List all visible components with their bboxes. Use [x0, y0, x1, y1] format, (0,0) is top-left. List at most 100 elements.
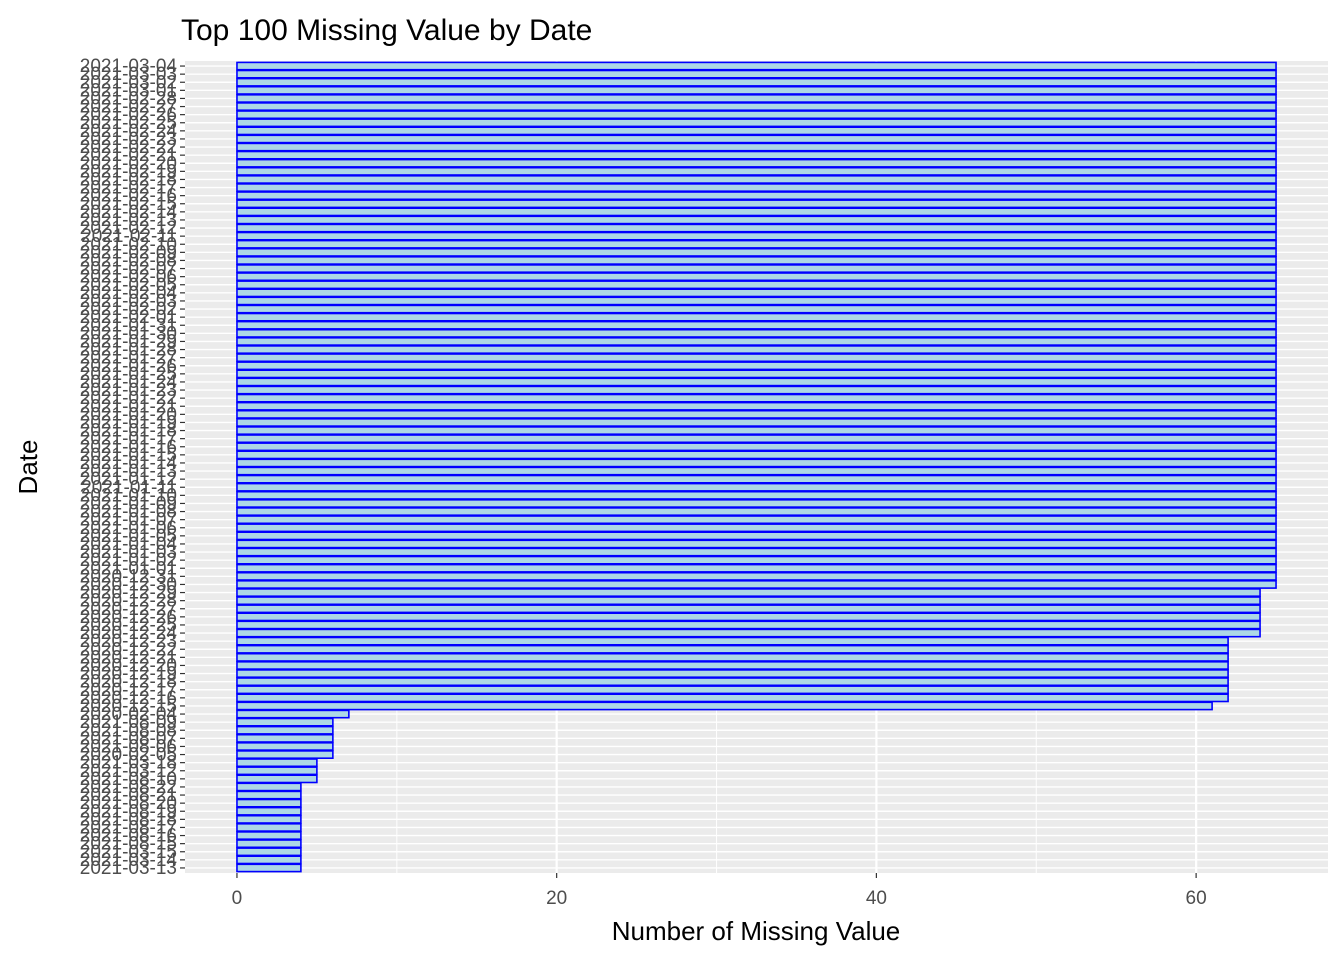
bar: [236, 385, 1277, 395]
bar: [236, 191, 1277, 201]
bar: [236, 85, 1277, 95]
bar: [236, 369, 1277, 379]
y-tick-label: 2021-01-03: [80, 542, 177, 563]
bar: [236, 353, 1277, 363]
bar: [236, 798, 302, 808]
y-tick-label: 2021-02-01: [80, 307, 177, 328]
bar: [236, 515, 1277, 525]
bar: [236, 256, 1277, 265]
y-tick-label: 2021-03-12: [80, 761, 177, 782]
bar: [236, 571, 1277, 581]
y-tick-label: 2020-12-16: [80, 688, 177, 709]
y-tick-label: 2021-01-30: [80, 323, 177, 344]
y-tick-label: 2021-01-25: [80, 364, 177, 385]
y-tick-label: 2020-12-27: [80, 599, 177, 620]
y-tick-label: 2021-01-06: [80, 518, 177, 539]
bar: [236, 94, 1277, 103]
y-tick-label: 2021-01-04: [80, 534, 178, 555]
y-tick-label: 2020-12-15: [80, 696, 177, 717]
bar: [236, 604, 1261, 614]
bar: [236, 742, 334, 751]
y-tick-label: 2021-01-17: [80, 429, 177, 450]
y-tick-label: 2021-02-14: [80, 202, 178, 223]
y-tick-label: 2021-02-06: [80, 267, 177, 288]
bar: [236, 223, 1277, 233]
bar: [236, 361, 1277, 371]
bar: [236, 620, 1261, 630]
y-tick-label: 2020-12-31: [80, 566, 177, 587]
y-tick-label: 2021-02-18: [80, 169, 177, 190]
y-tick-label: 2021-01-13: [80, 461, 177, 482]
y-tick-label: 2021-03-14: [80, 850, 178, 871]
y-tick-label: 2021-02-12: [80, 218, 177, 239]
chart-title: Top 100 Missing Value by Date: [181, 14, 592, 47]
y-tick-label: 2020-12-26: [80, 607, 177, 628]
y-tick-label: 2020-12-25: [80, 615, 177, 636]
bar: [236, 814, 302, 824]
y-tick-label: 2021-02-07: [80, 259, 177, 280]
bar: [236, 150, 1277, 160]
bar: [236, 215, 1277, 225]
bar: [236, 701, 1213, 711]
y-tick-label: 2021-01-07: [80, 510, 177, 531]
bar: [236, 580, 1277, 589]
bar: [236, 312, 1277, 322]
bar: [236, 790, 302, 800]
y-tick-label: 2021-03-03: [80, 64, 177, 85]
y-tick-label: 2021-08-07: [80, 728, 177, 749]
y-tick-label: 2021-01-10: [80, 485, 177, 506]
y-tick-label: 2021-02-11: [81, 226, 177, 247]
y-tick-label: 2021-01-02: [80, 550, 177, 571]
bar: [236, 490, 1277, 500]
y-tick-label: 2020-12-18: [80, 672, 177, 693]
bar: [236, 847, 302, 857]
y-tick-label: 2020-12-22: [80, 639, 177, 660]
bar: [236, 685, 1229, 695]
y-tick-label: 2021-01-18: [80, 421, 177, 442]
bar: [236, 296, 1277, 306]
y-tick-label: 2021-02-10: [80, 234, 177, 255]
bar: [236, 134, 1277, 144]
y-tick-label: 2021-01-31: [80, 315, 177, 336]
bar: [236, 717, 334, 727]
bar: [236, 102, 1277, 111]
bar: [236, 458, 1277, 468]
bar: [236, 264, 1277, 273]
bar: [236, 750, 334, 759]
y-tick-label: 2021-02-27: [80, 97, 177, 118]
bar: [236, 426, 1277, 435]
bar: [236, 110, 1277, 120]
y-tick-label: 2021-02-02: [80, 299, 177, 320]
bar: [236, 709, 350, 719]
y-tick-label: 2021-01-19: [80, 412, 177, 433]
bar: [236, 239, 1277, 249]
bar: [236, 401, 1277, 411]
bar: [236, 61, 1277, 71]
bar: [236, 855, 302, 865]
bar: [236, 563, 1277, 573]
bar: [236, 166, 1277, 176]
y-tick-label: 2021-01-29: [80, 331, 177, 352]
y-tick-label: 2020-12-29: [80, 583, 177, 604]
y-tick-label: 2021-02-26: [80, 105, 177, 126]
x-tick-label: 40: [866, 888, 887, 909]
y-tick-label: 2021-08-17: [80, 817, 177, 838]
x-axis-ticks: 0 20 40 60: [232, 873, 1207, 909]
bar: [236, 175, 1277, 184]
bar: [236, 782, 302, 792]
bar: [236, 523, 1277, 533]
bar: [236, 409, 1277, 419]
y-tick-label: 2021-01-12: [80, 469, 177, 490]
bar: [236, 758, 318, 768]
y-tick-label: 2021-01-08: [80, 502, 177, 523]
y-tick-label: 2021-02-23: [80, 129, 177, 150]
y-tick-label: 2021-02-22: [80, 137, 177, 158]
bar: [236, 499, 1277, 508]
y-tick-label: 2021-03-18: [80, 753, 177, 774]
bar: [236, 661, 1229, 670]
bar: [236, 539, 1277, 549]
y-tick-label: 2020-12-24: [80, 623, 178, 644]
x-tick-label: 20: [546, 888, 567, 909]
bar: [236, 733, 334, 743]
y-tick-label: 2021-03-01: [80, 80, 177, 101]
